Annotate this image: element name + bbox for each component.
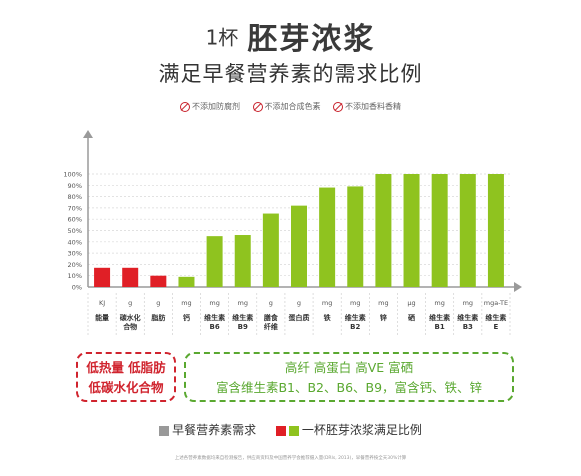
bar [319, 187, 336, 287]
y-tick-label: 60% [68, 216, 82, 224]
bar [234, 235, 251, 287]
category-label: 锌 [380, 313, 387, 322]
category-label: 钙 [183, 313, 190, 322]
x-axis-arrow-icon [514, 282, 522, 292]
unit-label: mg [378, 299, 388, 307]
badge-row: 不添加防腐剂 不添加合成色素 不添加香料香精 [0, 101, 581, 112]
category-label: E [494, 323, 499, 331]
category-label: 硒 [407, 313, 415, 322]
y-tick-label: 20% [68, 261, 82, 269]
y-tick-label: 40% [68, 238, 82, 246]
bar [487, 174, 504, 287]
category-label: 维生素 [457, 313, 478, 322]
bar [206, 236, 223, 287]
category-label: B9 [238, 323, 248, 331]
unit-label: μg [407, 299, 415, 307]
bar [375, 174, 392, 287]
bar [122, 267, 139, 287]
unit-label: mg [463, 299, 473, 307]
nutrition-bar-chart: 0% 10% 20% 30% 40% 50% 60% 70% 80% 90% 100% KJ 能量 g 碳水… [63, 130, 522, 336]
legend-item-provided: 一杯胚芽浓浆满足比例 [275, 421, 422, 438]
bar [347, 186, 364, 287]
legend-swatch-red [275, 425, 286, 436]
y-tick-label: 30% [68, 250, 82, 258]
y-tick-label: 100% [63, 171, 82, 179]
unit-label: mg [350, 299, 360, 307]
category-label: 维生素 [204, 313, 225, 322]
unit-label: mga-TE [484, 299, 508, 307]
y-tick-label: 70% [68, 204, 82, 212]
callout-low-nutrients: 低热量 低脂肪 低碳水化合物 [76, 352, 176, 402]
bar [431, 174, 448, 287]
legend-label-provided: 一杯胚芽浓浆满足比例 [301, 423, 422, 437]
category-label: 蛋白质 [289, 313, 310, 322]
y-tick-label: 80% [68, 193, 82, 201]
category-label: B6 [209, 323, 219, 331]
callout-rich-nutrients: 高纤 高蛋白 高VE 富硒 富含维生素B1、B2、B6、B9，富含钙、铁、锌 [184, 352, 514, 402]
y-axis-arrow-icon [83, 130, 93, 138]
bar [459, 174, 476, 287]
bar [150, 275, 167, 287]
category-label: 能量 [95, 313, 109, 322]
y-tick-label: 90% [68, 182, 82, 190]
y-tick-label: 50% [68, 227, 82, 235]
category-label: 碳水化 [120, 313, 141, 322]
badge-label: 不添加防腐剂 [191, 102, 240, 111]
callout-right-line1: 高纤 高蛋白 高VE 富硒 [284, 360, 414, 375]
category-label: B1 [435, 323, 445, 331]
badge-label: 不添加合成色素 [264, 102, 321, 111]
bar [94, 267, 111, 287]
bar [262, 213, 279, 287]
badge-label: 不添加香料香精 [345, 102, 402, 111]
unit-label: g [269, 299, 273, 307]
y-tick-label: 0% [72, 284, 82, 292]
badge-no-flavoring: 不添加香料香精 [333, 101, 401, 112]
title-prefix: 1杯 [205, 25, 239, 50]
footnote: 上述各营养素数据均来自检测报告，供应商资料及中国营养学会推荐摄入量(DRIs, … [174, 456, 407, 461]
prohibited-icon [252, 101, 263, 112]
prohibited-icon [179, 101, 190, 112]
unit-label: mg [209, 299, 219, 307]
category-label: 维生素 [232, 313, 253, 322]
title-main: 胚芽浓浆 [247, 22, 376, 57]
category-label: B3 [463, 323, 473, 331]
category-label: 维生素 [485, 313, 506, 322]
category-label: B2 [350, 323, 360, 331]
bar [291, 205, 307, 287]
legend: 早餐营养素需求 一杯胚芽浓浆满足比例 [0, 421, 581, 438]
category-label: 合物 [122, 322, 137, 331]
legend-swatch-green [288, 425, 299, 436]
prohibited-icon [333, 101, 344, 112]
category-label: 脂肪 [150, 313, 165, 322]
unit-label: KJ [99, 299, 105, 307]
y-tick-label: 10% [68, 272, 82, 280]
badge-no-artificial-color: 不添加合成色素 [252, 101, 321, 112]
category-label: 纤维 [264, 322, 278, 331]
unit-label: mg [237, 299, 247, 307]
legend-swatch-gray [159, 425, 170, 436]
title: 1杯 胚芽浓浆 [0, 14, 581, 58]
callout-right-line2: 富含维生素B1、B2、B6、B9，富含钙、铁、锌 [215, 380, 483, 395]
bar [403, 174, 420, 287]
legend-label-requirement: 早餐营养素需求 [172, 423, 257, 437]
callout-left-line1: 低热量 低脂肪 [86, 360, 166, 375]
category-label: 铁 [324, 313, 331, 322]
subtitle: 满足早餐营养素的需求比例 [158, 62, 423, 86]
unit-label: mg [434, 299, 444, 307]
category-label: 膳食 [263, 313, 279, 322]
unit-label: g [297, 299, 301, 307]
bar [178, 276, 195, 287]
unit-label: mg [181, 299, 191, 307]
legend-item-requirement: 早餐营养素需求 [159, 421, 256, 438]
unit-label: g [128, 299, 132, 307]
badge-no-preservatives: 不添加防腐剂 [179, 101, 240, 112]
callout-left-line2: 低碳水化合物 [88, 380, 164, 395]
category-label: 维生素 [429, 313, 450, 322]
category-label: 维生素 [345, 313, 366, 322]
unit-label: mg [322, 299, 332, 307]
unit-label: g [156, 299, 160, 307]
